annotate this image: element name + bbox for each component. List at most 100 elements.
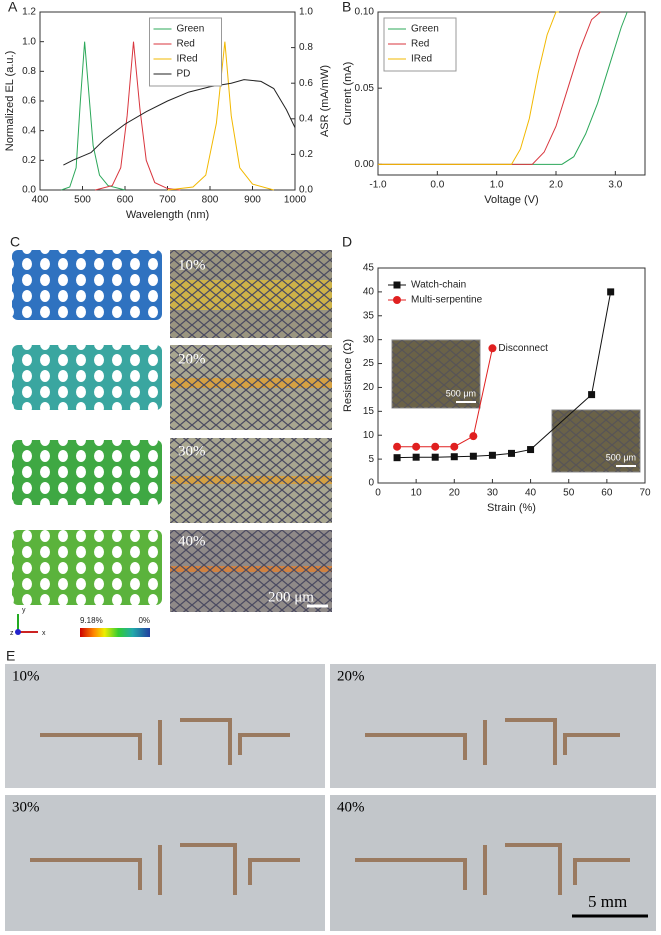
inset-scale-label: 500 μm (606, 452, 636, 462)
colorbar (80, 628, 150, 637)
y2-tick-label: 0.0 (299, 185, 313, 196)
marker (431, 442, 440, 451)
x-tick-label: 70 (639, 488, 651, 499)
colorbar-label: 0% (138, 616, 150, 625)
marker (393, 442, 402, 451)
x-tick-label: 600 (117, 195, 134, 206)
scale-bar-label: 200 μm (268, 589, 314, 605)
marker (393, 454, 401, 462)
series-line (378, 11, 628, 165)
y-tick-label: 15 (363, 406, 375, 417)
inset-scale-label: 500 μm (446, 388, 476, 398)
y-tick-label: 0.00 (355, 159, 375, 170)
strain-label: 40% (337, 799, 365, 815)
panel-label: B (342, 0, 351, 15)
y2-tick-label: 1.0 (299, 7, 313, 18)
x-tick-label: 30 (487, 488, 499, 499)
legend-label: IRed (411, 54, 432, 65)
legend-box (384, 274, 484, 312)
panel-label: E (6, 648, 15, 664)
y-tick-label: 25 (363, 358, 375, 369)
y-tick-label: 35 (363, 310, 375, 321)
legend-label: Multi-serpentine (411, 295, 483, 306)
strain-label: 30% (178, 443, 206, 459)
axis-triad (15, 614, 38, 635)
x-tick-label: 500 (74, 195, 91, 206)
strain-label: 30% (12, 799, 40, 815)
fem-meshes (12, 250, 162, 605)
plot-frame (377, 11, 646, 176)
plot-frame (377, 267, 646, 484)
x-axis-label: Wavelength (nm) (126, 209, 209, 221)
x-tick-label: 0.0 (430, 180, 444, 191)
marker (488, 451, 496, 459)
y-tick-label: 0 (368, 478, 374, 489)
y-axis-label: Resistance (Ω) (342, 339, 354, 412)
y-tick-label: 0.6 (22, 96, 36, 107)
marker (588, 391, 596, 399)
x-tick-label: 1.0 (490, 180, 504, 191)
legend-label: Green (177, 24, 205, 35)
series-line (61, 41, 126, 191)
marker (607, 288, 615, 296)
series-line (397, 291, 612, 459)
y-tick-label: 0.10 (355, 7, 375, 18)
legend-label: Red (411, 39, 429, 50)
strain-label: 40% (178, 533, 206, 549)
panel-label: D (342, 234, 352, 250)
x-tick-label: 2.0 (549, 180, 563, 191)
series-line (167, 41, 274, 191)
legend-marker (393, 281, 401, 289)
x-tick-label: 60 (601, 488, 613, 499)
x-tick-label: -1.0 (369, 180, 387, 191)
x-tick-label: 700 (159, 195, 176, 206)
marker (469, 452, 477, 460)
y-axis-label: Normalized EL (a.u.) (4, 51, 16, 151)
legend-marker (393, 296, 401, 304)
strain-label: 10% (178, 257, 206, 273)
marker (508, 449, 515, 457)
panel-label: C (10, 234, 20, 250)
marker (450, 442, 459, 451)
x-tick-label: 1000 (284, 195, 307, 206)
y2-tick-label: 0.2 (299, 149, 313, 160)
y2-axis-label: ASR (mA/mW) (319, 65, 331, 137)
strain-label: 10% (12, 668, 40, 684)
y-tick-label: 5 (368, 454, 374, 465)
legend-label: Watch-chain (411, 280, 466, 291)
y-tick-label: 0.0 (22, 185, 36, 196)
inset-texture (392, 340, 480, 408)
series-line (378, 11, 601, 165)
legend-label: PD (177, 69, 191, 80)
marker (469, 432, 478, 441)
x-tick-label: 20 (449, 488, 461, 499)
legend-label: IRed (177, 54, 198, 65)
marker (450, 453, 458, 461)
y2-tick-label: 0.8 (299, 42, 313, 53)
strain-label: 20% (178, 351, 206, 367)
marker (412, 453, 420, 461)
y-tick-label: 1.0 (22, 36, 36, 47)
y-tick-label: 0.4 (22, 125, 36, 136)
y-tick-label: 10 (363, 430, 375, 441)
scale-bar-label: 5 mm (588, 892, 627, 911)
marker (431, 453, 439, 461)
legend-label: Green (411, 24, 439, 35)
x-tick-label: 400 (32, 195, 49, 206)
series-line (95, 41, 181, 191)
y2-tick-label: 0.4 (299, 113, 313, 124)
x-tick-label: 900 (244, 195, 261, 206)
x-tick-label: 800 (202, 195, 219, 206)
x-tick-label: 3.0 (608, 180, 622, 191)
axis-label: x (42, 630, 46, 637)
strain-photos (170, 250, 332, 612)
series-line (63, 79, 296, 166)
y-axis-label: Current (mA) (342, 62, 354, 126)
marker (527, 446, 535, 454)
y2-tick-label: 0.6 (299, 78, 313, 89)
x-tick-label: 50 (563, 488, 575, 499)
x-axis-label: Voltage (V) (484, 194, 538, 206)
marker (412, 442, 421, 451)
panel-label: A (8, 0, 18, 15)
